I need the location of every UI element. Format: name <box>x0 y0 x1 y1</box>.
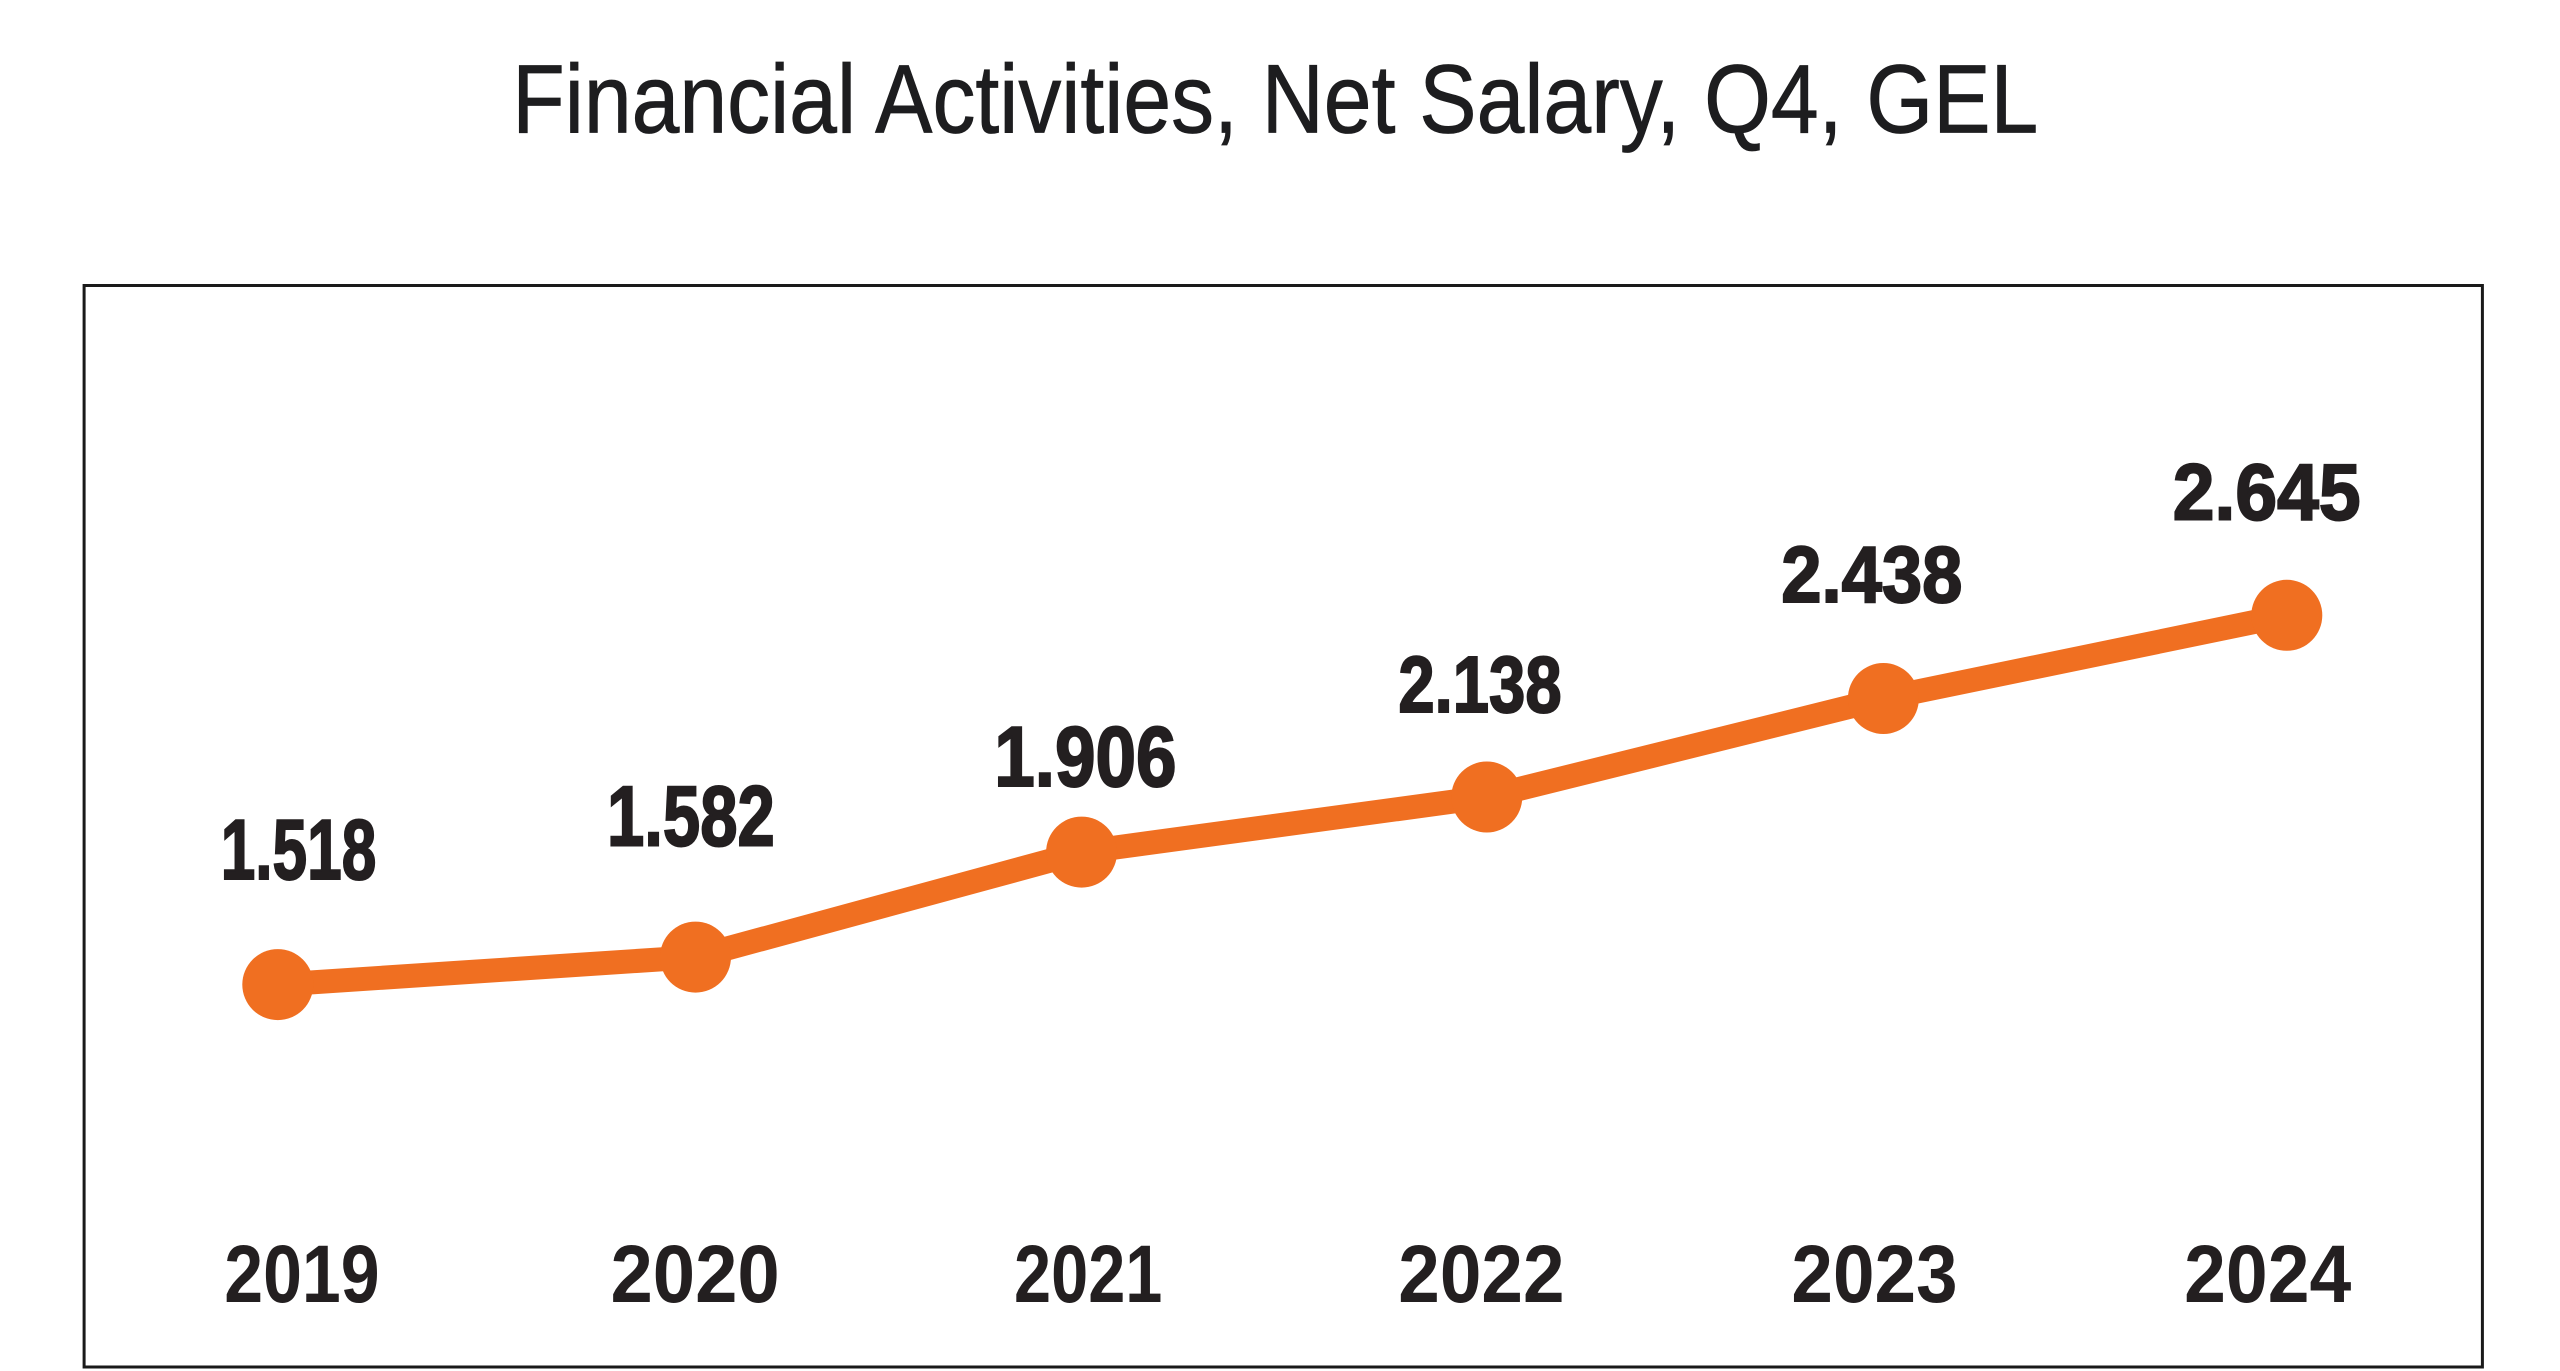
svg-text:2019: 2019 <box>224 1229 379 1320</box>
svg-text:2020: 2020 <box>610 1229 779 1320</box>
svg-text:1.582: 1.582 <box>607 770 775 865</box>
svg-text:2021: 2021 <box>1014 1229 1162 1320</box>
svg-text:2.645: 2.645 <box>2173 448 2361 537</box>
svg-text:1.518: 1.518 <box>221 803 377 898</box>
svg-text:Financial Activities, Net Sala: Financial Activities, Net Salary, Q4, GE… <box>512 45 2038 154</box>
svg-text:2022: 2022 <box>1398 1229 1564 1320</box>
svg-text:2024: 2024 <box>2184 1229 2351 1320</box>
svg-text:1.906: 1.906 <box>994 710 1176 805</box>
svg-text:2023: 2023 <box>1791 1229 1957 1320</box>
svg-text:2.438: 2.438 <box>1781 530 1962 619</box>
svg-text:2.138: 2.138 <box>1398 640 1561 729</box>
